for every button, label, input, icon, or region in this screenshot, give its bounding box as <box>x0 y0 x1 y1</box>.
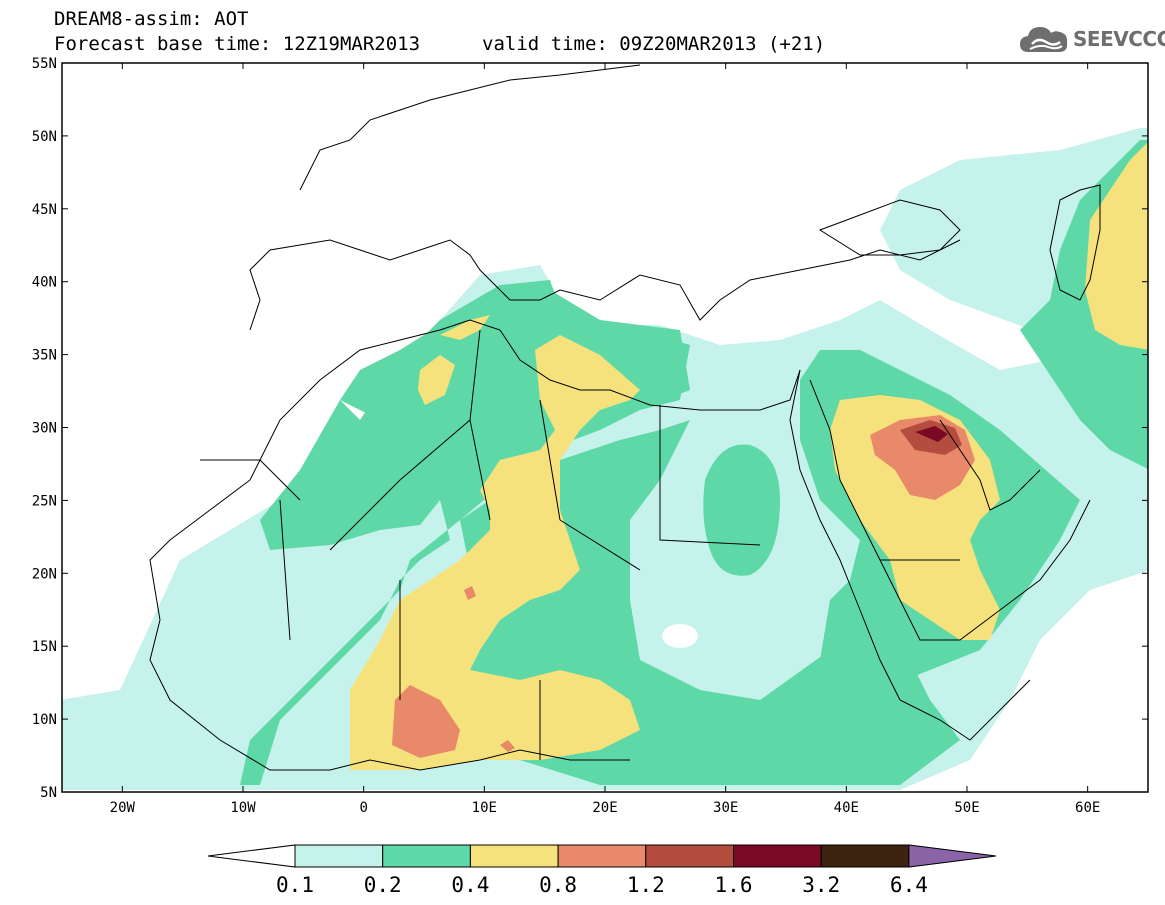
lat-label: 20N <box>32 566 57 582</box>
map-title: DREAM8-assim: AOT <box>54 8 249 30</box>
lat-label: 25N <box>32 493 57 509</box>
coastline-europe-south <box>249 239 961 331</box>
longitude-ticks: 20W 10W 0 10E 20E 30E 40E 50E 60E <box>110 63 1100 816</box>
colorbar-label: 0.8 <box>539 873 577 897</box>
coastlines <box>149 64 1101 771</box>
colorbar-swatch <box>294 844 384 868</box>
colorbar-swatch <box>469 844 559 868</box>
colorbar-swatch <box>557 844 647 868</box>
aot-band-0.4 <box>350 335 640 770</box>
lon-label: 30E <box>713 800 738 816</box>
coastline-north-africa <box>249 319 801 481</box>
lon-label: 20E <box>592 800 617 816</box>
lat-label: 45N <box>32 202 57 218</box>
lon-label: 0 <box>359 800 367 816</box>
lon-label: 60E <box>1075 800 1100 816</box>
colorbar-label: 0.4 <box>451 873 489 897</box>
colorbar-swatch <box>733 844 822 868</box>
lon-label: 10W <box>230 800 256 816</box>
coastline-europe-north <box>299 64 641 191</box>
valid-time: valid time: 09Z20MAR2013 (+21) <box>482 33 826 55</box>
lon-label: 10E <box>472 800 497 816</box>
latitude-ticks: 55N 50N 45N 40N 35N 30N 25N 20N 15N 10N 5N <box>32 56 1148 801</box>
cloud-icon <box>1020 27 1068 52</box>
colorbar-max-arrow <box>908 844 997 868</box>
lat-label: 35N <box>32 348 57 364</box>
aot-band-0.2-sudan <box>703 444 780 576</box>
lat-label: 5N <box>40 785 57 801</box>
aot-band-0.2-sahel <box>620 680 860 785</box>
colorbar-min-arrow <box>207 844 296 868</box>
lat-label: 55N <box>32 56 57 72</box>
colorbar-swatch <box>820 844 910 868</box>
aot-band-0.8 <box>392 685 460 758</box>
lat-label: 50N <box>32 129 57 145</box>
coastline-horn <box>899 679 1031 741</box>
lat-label: 10N <box>32 712 57 728</box>
aot-band-1.6 <box>915 426 948 442</box>
aot-band-0.8-nigeria <box>500 740 515 752</box>
lat-label: 40N <box>32 275 57 291</box>
colorbar-label: 0.2 <box>364 873 402 897</box>
coastline-red-sea-east <box>809 379 1091 641</box>
aot-band-0.4-tunisia <box>440 315 490 340</box>
aot-band-0.4-algeria <box>418 355 455 405</box>
coastline-black-sea <box>818 199 961 256</box>
lon-label: 40E <box>834 800 859 816</box>
seevccc-logo: SEEVCCC <box>1018 22 1165 56</box>
forecast-base-time: Forecast base time: 12Z19MAR2013 <box>54 33 421 55</box>
country-borders <box>200 329 960 760</box>
lat-label: 30N <box>32 421 57 437</box>
aot-band-0.4-caspian <box>1085 142 1148 350</box>
aot-band-0.8-spot <box>464 586 476 600</box>
aot-band-0.2-north <box>340 280 690 480</box>
coastline-caspian <box>1049 184 1101 301</box>
lat-label: 15N <box>32 639 57 655</box>
colorbar-swatch <box>645 844 734 868</box>
colorbar-label: 0.1 <box>276 873 314 897</box>
colorbar-label: 1.6 <box>715 873 753 897</box>
colorbar-label: 3.2 <box>802 873 840 897</box>
coastline-red-sea-west <box>789 369 901 701</box>
coastline-gulf <box>939 419 1041 511</box>
colorbar-label: 6.4 <box>890 873 928 897</box>
lon-label: 20W <box>110 800 136 816</box>
coastline-west-africa <box>149 479 630 771</box>
logo-text: SEEVCCC <box>1073 27 1165 51</box>
lon-label: 50E <box>954 800 979 816</box>
colorbar-label: 1.2 <box>627 873 665 897</box>
colorbar-swatch <box>382 844 471 868</box>
colorbar: 0.1 0.2 0.4 0.8 1.2 1.6 3.2 6.4 <box>207 844 997 897</box>
aot-gap <box>662 624 698 648</box>
aot-contours <box>62 128 1148 790</box>
